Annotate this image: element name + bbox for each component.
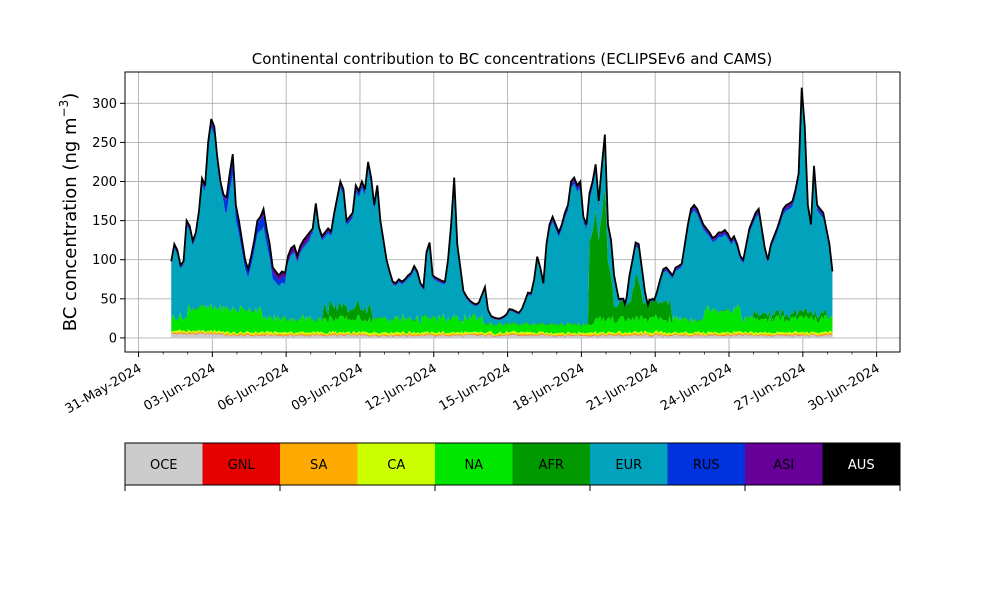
- legend-label: NA: [464, 458, 483, 473]
- x-tick-label: 18-Jun-2024: [510, 361, 587, 414]
- x-tick-label: 12-Jun-2024: [363, 361, 440, 414]
- area-eur: [171, 97, 833, 327]
- x-tick-label: 24-Jun-2024: [658, 361, 735, 414]
- legend-label: ASI: [773, 458, 794, 473]
- legend-item-ca: CA: [357, 443, 435, 485]
- legend-swatch: [280, 443, 358, 485]
- legend-item-na: NA: [435, 443, 513, 485]
- legend-item-oce: OCE: [125, 443, 203, 485]
- total-outline: [170, 87, 834, 320]
- chart-title: Continental contribution to BC concentra…: [252, 50, 773, 68]
- area-ca: [171, 329, 833, 336]
- legend-item-gnl: GNL: [202, 443, 280, 485]
- legend-swatch: [512, 443, 590, 485]
- legend-label: EUR: [615, 458, 642, 473]
- x-tick-label: 06-Jun-2024: [215, 361, 292, 414]
- legend-item-afr: AFR: [512, 443, 590, 485]
- legend-label: AFR: [539, 458, 564, 473]
- y-tick-label: 50: [100, 292, 117, 307]
- x-tick-label: 31-May-2024: [63, 361, 145, 417]
- legend-label: SA: [310, 458, 327, 473]
- x-tick-label: 09-Jun-2024: [289, 361, 366, 414]
- legend-swatch: [125, 443, 203, 485]
- x-tick-label: 27-Jun-2024: [732, 361, 809, 414]
- legend-swatch: [745, 443, 823, 485]
- area-oce: [171, 332, 833, 338]
- legend-label: AUS: [848, 458, 875, 473]
- area-gnl: [171, 332, 833, 337]
- stacked-areas: [171, 87, 833, 338]
- legend-item-asi: ASI: [745, 443, 823, 485]
- total-line: [170, 87, 834, 320]
- y-tick-label: 0: [109, 331, 117, 346]
- legend: OCE GNL SA CA NA AFR EUR RUS ASI AUS: [124, 442, 901, 491]
- y-tick-label: 150: [92, 214, 117, 229]
- legend-label: RUS: [693, 458, 720, 473]
- legend-swatch: [435, 443, 513, 485]
- legend-swatch: [667, 443, 745, 485]
- x-tick-label: 30-Jun-2024: [806, 361, 883, 414]
- legend-swatch: [202, 443, 280, 485]
- y-tick-label: 300: [92, 97, 117, 112]
- legend-label: OCE: [150, 458, 178, 473]
- x-tick-label: 03-Jun-2024: [141, 361, 218, 414]
- y-tick-label: 100: [92, 253, 117, 268]
- y-tick-label: 250: [92, 136, 117, 151]
- y-axis-label: BC concentration (ng m−3): [57, 93, 81, 332]
- legend-item-sa: SA: [280, 443, 358, 485]
- x-tick-label: 21-Jun-2024: [584, 361, 661, 414]
- legend-swatch: [822, 443, 900, 485]
- legend-item-eur: EUR: [590, 443, 668, 485]
- legend-label: GNL: [228, 458, 256, 473]
- area-na: [171, 303, 833, 335]
- area-sa: [171, 330, 833, 337]
- legend-item-aus: AUS: [822, 443, 900, 485]
- legend-swatch: [357, 443, 435, 485]
- x-axis: 31-May-202403-Jun-202406-Jun-202409-Jun-…: [63, 352, 883, 417]
- legend-swatch: [590, 443, 668, 485]
- y-axis: 0 50 100 150 200 250 300: [92, 97, 125, 346]
- legend-frame: [124, 442, 901, 486]
- plot-frame: [124, 71, 901, 353]
- legend-item-rus: RUS: [667, 443, 745, 485]
- legend-label: CA: [387, 458, 405, 473]
- y-tick-label: 200: [92, 175, 117, 190]
- x-tick-label: 15-Jun-2024: [437, 361, 514, 414]
